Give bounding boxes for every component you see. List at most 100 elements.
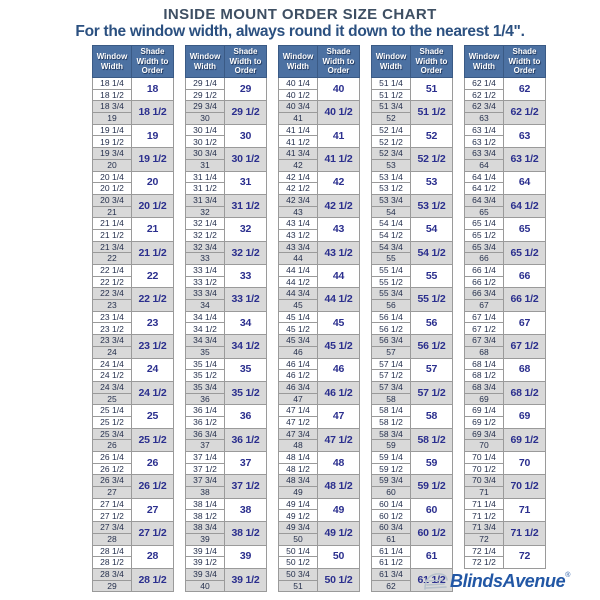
window-width-cell: 69 1/2 [464, 415, 504, 429]
page-title: INSIDE MOUNT ORDER SIZE CHART [163, 6, 437, 23]
window-width-cell: 57 1/2 [371, 369, 411, 382]
window-width-cell: 41 1/4 [278, 123, 318, 137]
window-width-cell: 18 1/4 [92, 77, 132, 90]
window-width-cell: 67 1/2 [464, 322, 504, 336]
window-width-cell: 23 1/2 [92, 322, 132, 336]
shade-width-cell: 20 [131, 170, 174, 195]
window-width-cell: 65 [464, 205, 504, 219]
table-row: 36 3/4 36 1/2 [185, 427, 267, 453]
table-row: 51 [278, 579, 360, 593]
window-width-cell: 69 3/4 [464, 427, 504, 441]
table-row: 22 3/4 22 1/2 [92, 287, 174, 312]
table-row: 61 1/4 61 [371, 544, 453, 569]
table-row: 43 [278, 205, 360, 219]
table-row: 38 1/2 [185, 509, 267, 523]
shade-width-cell: 20 1/2 [131, 193, 174, 219]
brand-logo: BlindsAvenue ® [423, 567, 570, 595]
table-row: 20 1/2 [92, 182, 174, 195]
table-row: 59 1/4 59 [371, 450, 453, 476]
shade-width-cell: 38 [224, 497, 267, 523]
window-width-cell: 18 3/4 [92, 100, 132, 114]
window-width-cell: 45 [278, 299, 318, 312]
window-width-cell: 56 [371, 299, 411, 312]
table-row: 38 3/4 38 1/2 [185, 521, 267, 546]
window-width-cell: 31 1/2 [185, 182, 225, 195]
shade-width-header: Shade Width to Order [224, 45, 267, 78]
table-row: 46 3/4 46 1/2 [278, 380, 360, 406]
table-row: 37 1/4 37 [185, 450, 267, 476]
window-width-cell: 60 1/4 [371, 497, 411, 511]
table-row: 29 1/4 29 [185, 76, 267, 102]
window-width-cell: 70 1/2 [464, 462, 504, 476]
shade-width-cell: 35 [224, 357, 267, 382]
table-row: 44 1/2 [278, 275, 360, 289]
window-width-cell: 44 1/2 [278, 275, 318, 289]
table-row: 39 [185, 532, 267, 546]
window-width-cell: 29 [92, 579, 132, 593]
window-width-cell: 55 1/4 [371, 264, 411, 277]
window-width-cell: 56 1/2 [371, 322, 411, 336]
window-width-cell: 31 1/4 [185, 170, 225, 184]
window-width-cell: 37 3/4 [185, 474, 225, 488]
table-row: 20 [92, 158, 174, 172]
shade-width-cell: 61 [410, 544, 453, 569]
shade-width-cell: 43 1/2 [317, 240, 360, 266]
window-width-cell: 49 [278, 486, 318, 499]
table-row: 24 [92, 345, 174, 359]
window-width-cell: 42 3/4 [278, 193, 318, 207]
table-row: 70 1/4 70 [464, 450, 546, 476]
window-width-cell: 37 1/4 [185, 451, 225, 464]
table-row: 48 1/2 [278, 462, 360, 476]
shade-width-cell: 21 1/2 [131, 240, 174, 266]
table-row: 48 3/4 48 1/2 [278, 474, 360, 499]
size-column-4: Window Width Shade Width to Order 51 1/4 51… [371, 45, 453, 593]
window-width-cell: 68 1/4 [464, 357, 504, 371]
window-width-cell: 64 3/4 [464, 193, 504, 207]
size-column-3: Window Width Shade Width to Order 40 1/4 40… [278, 45, 360, 593]
table-row: 60 1/2 [371, 509, 453, 523]
shade-width-cell: 54 1/2 [410, 240, 453, 266]
window-width-header: Window Width [92, 45, 132, 78]
window-width-cell: 22 1/4 [92, 264, 132, 277]
window-width-cell: 63 [464, 112, 504, 125]
table-row: 19 1/4 19 [92, 123, 174, 149]
shade-width-cell: 30 1/2 [224, 147, 267, 172]
table-row: 50 3/4 50 1/2 [278, 567, 360, 593]
window-width-cell: 62 1/4 [464, 77, 504, 90]
table-row: 36 1/4 36 [185, 404, 267, 429]
window-width-cell: 58 [371, 392, 411, 406]
table-row: 54 1/4 54 [371, 217, 453, 242]
window-width-cell: 71 1/4 [464, 497, 504, 511]
window-width-cell: 25 1/2 [92, 415, 132, 429]
shade-width-cell: 64 1/2 [503, 193, 546, 219]
page-subtitle: For the window width, always round it do… [75, 23, 525, 40]
table-row: 19 3/4 19 1/2 [92, 147, 174, 172]
window-width-cell: 34 3/4 [185, 334, 225, 347]
table-row: 43 3/4 43 1/2 [278, 240, 360, 266]
window-width-cell: 65 1/4 [464, 217, 504, 230]
window-width-cell: 54 1/4 [371, 217, 411, 230]
window-width-cell: 44 1/4 [278, 264, 318, 277]
window-width-cell: 41 1/2 [278, 135, 318, 149]
shade-width-cell: 48 1/2 [317, 474, 360, 499]
shade-width-cell: 45 [317, 310, 360, 336]
window-width-cell: 44 [278, 252, 318, 265]
window-width-cell: 71 1/2 [464, 509, 504, 523]
table-row: 71 3/4 71 1/2 [464, 521, 546, 546]
window-width-cell: 35 3/4 [185, 380, 225, 394]
window-width-cell: 50 [278, 532, 318, 546]
table-row: 64 1/4 64 [464, 170, 546, 195]
window-width-cell: 43 [278, 205, 318, 219]
table-row: 40 1/4 40 [278, 76, 360, 102]
window-width-cell: 23 1/4 [92, 310, 132, 324]
shade-width-cell: 27 [131, 497, 174, 523]
window-width-cell: 22 [92, 252, 132, 265]
shade-width-cell: 26 [131, 450, 174, 476]
table-row: 69 1/4 69 [464, 404, 546, 429]
table-row: 42 1/4 42 [278, 170, 360, 195]
window-width-cell: 41 3/4 [278, 147, 318, 160]
table-row: 41 3/4 41 1/2 [278, 147, 360, 172]
shade-width-cell: 58 1/2 [410, 427, 453, 453]
window-width-cell: 34 1/2 [185, 322, 225, 336]
shade-width-cell: 35 1/2 [224, 380, 267, 406]
